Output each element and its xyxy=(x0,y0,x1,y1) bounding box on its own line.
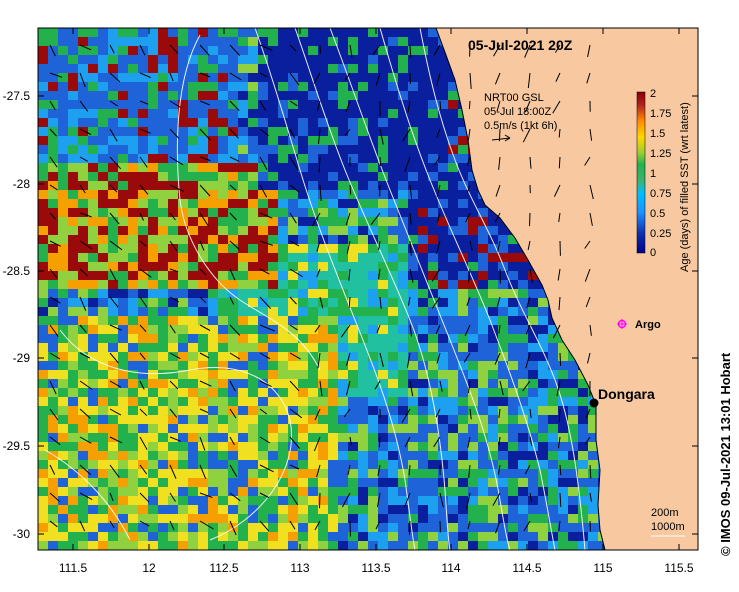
axis-tick-marks xyxy=(38,28,698,550)
argo-marker: Argo xyxy=(617,319,661,331)
lat-tick-label: -27.5 xyxy=(3,89,31,103)
lon-tick-label: 112.5 xyxy=(209,561,238,575)
lon-tick-label: 115.5 xyxy=(664,561,693,575)
isobath-legend: 200m 1000m xyxy=(651,507,685,537)
colorbar-gradient xyxy=(636,91,646,254)
australian-coastline-land xyxy=(435,28,698,550)
colorbar-tick-label: 2 xyxy=(650,88,656,100)
lon-tick-label: 12 xyxy=(142,561,156,575)
current-legend: NRT00 GSL 05-Jul 18:00Z 0.5m/s (1kt 6h) xyxy=(484,92,557,142)
dongara-marker: Dongara xyxy=(589,386,655,408)
dongara-label: Dongara xyxy=(598,386,655,402)
argo-label: Argo xyxy=(635,319,661,331)
sst-age-raster xyxy=(38,28,698,550)
lon-tick-label: 114.5 xyxy=(512,561,541,575)
lon-tick-label: 113 xyxy=(290,561,309,575)
isobath-legend-200m: 200m xyxy=(651,507,679,519)
lon-tick-label: 111.5 xyxy=(59,561,88,575)
colorbar-tick-label: 1 xyxy=(650,168,656,180)
current-vectors xyxy=(49,44,594,537)
colorbar: 2 1.75 1.5 1.25 1 0.75 0.5 0.25 0 Age (d… xyxy=(636,88,691,272)
lat-tick-label: -30 xyxy=(13,527,31,541)
colorbar-tick-label: 1.25 xyxy=(650,148,671,160)
lat-tick-label: -28 xyxy=(13,177,31,191)
colorbar-tick-label: 0.75 xyxy=(650,188,671,200)
current-legend-line3: 0.5m/s (1kt 6h) xyxy=(484,120,557,132)
current-scale-arrow xyxy=(491,137,511,141)
current-scale-arrowhead xyxy=(504,134,511,142)
colorbar-tick-label: 1.75 xyxy=(650,108,671,120)
lon-tick-label: 113.5 xyxy=(361,561,390,575)
isobath-contours xyxy=(44,28,586,550)
current-legend-line1: NRT00 GSL xyxy=(484,92,544,104)
location-dot-icon xyxy=(589,398,599,408)
lon-tick-label: 115 xyxy=(593,561,612,575)
longitude-axis: 111.5 12 112.5 113 113.5 114 114.5 115 1… xyxy=(59,561,694,575)
lat-tick-label: -29 xyxy=(13,351,31,365)
lon-tick-label: 114 xyxy=(441,561,460,575)
plot-frame xyxy=(37,27,699,551)
latitude-axis: -27.5 -28 -28.5 -29 -29.5 -30 xyxy=(3,89,31,541)
colorbar-tick-label: 0.5 xyxy=(650,208,665,220)
lat-tick-label: -29.5 xyxy=(3,439,31,453)
imos-credit: © IMOS 09-Jul-2021 13:01 Hobart xyxy=(718,352,733,556)
lat-tick-label: -28.5 xyxy=(3,264,31,278)
colorbar-axis-label: Age (days) of filled SST (wrt latest) xyxy=(679,102,691,272)
colorbar-tick-label: 0.25 xyxy=(650,228,671,240)
current-legend-line2: 05-Jul 18:00Z xyxy=(484,106,552,118)
isobath-legend-1000m: 1000m xyxy=(651,521,685,533)
map-title: 05-Jul-2021 20Z xyxy=(468,37,573,53)
colorbar-tick-label: 1.5 xyxy=(650,128,665,140)
colorbar-tick-label: 0 xyxy=(650,247,656,259)
